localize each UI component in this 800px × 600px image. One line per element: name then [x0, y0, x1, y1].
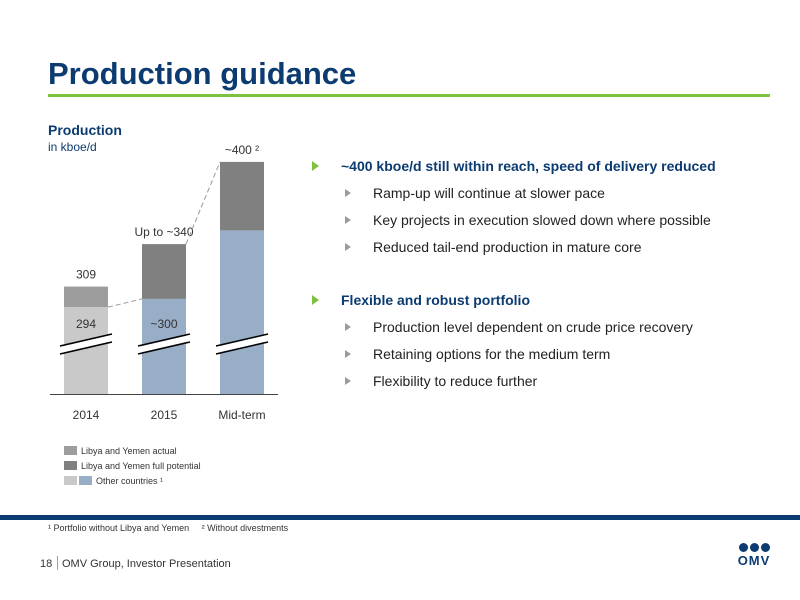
- axis-break-mark: [137, 341, 191, 355]
- bar-total-label: ~400 ²: [225, 143, 259, 157]
- x-tick-label: Mid-term: [218, 408, 265, 422]
- legend-label: Other countries ¹: [96, 476, 163, 486]
- bullet-main: Flexible and robust portfolio: [312, 291, 772, 309]
- sub-bullet-text: Production level dependent on crude pric…: [373, 319, 693, 335]
- footer-separator: [57, 556, 58, 570]
- gray-triangle-icon: [345, 243, 351, 251]
- page-title: Production guidance: [48, 56, 357, 91]
- legend-swatch-other-2014: [64, 476, 77, 485]
- legend-swatch-libya-actual: [64, 446, 77, 455]
- logo-text: OMV: [737, 553, 771, 568]
- production-chart: 2014 309 294 2015 Up to ~340 ~300 Mid-term ~400…: [50, 143, 278, 486]
- sub-bullet: Flexibility to reduce further: [312, 372, 772, 390]
- green-triangle-icon: [312, 295, 319, 305]
- legend-swatch-libya-potential: [64, 461, 77, 470]
- footnote-1: ¹ Portfolio without Libya and Yemen: [48, 523, 190, 533]
- axis-break-mark: [215, 341, 269, 355]
- bullet-list: ~400 kboe/d still within reach, speed of…: [312, 157, 772, 399]
- sub-bullet: Key projects in execution slowed down wh…: [312, 211, 772, 229]
- footnotes: ¹ Portfolio without Libya and Yemen ² Wi…: [48, 523, 298, 533]
- chart-unit: in kboe/d: [48, 140, 97, 154]
- sub-bullet: Reduced tail-end production in mature co…: [312, 238, 772, 256]
- footnote-2: ² Without divestments: [201, 523, 289, 533]
- connector-dashed: [107, 298, 143, 308]
- legend-label: Libya and Yemen actual: [81, 446, 177, 456]
- x-tick-label: 2015: [151, 408, 178, 422]
- axis-break-mark: [59, 333, 113, 347]
- sub-bullet-text: Retaining options for the medium term: [373, 346, 611, 362]
- gray-triangle-icon: [345, 216, 351, 224]
- bar-total-label: 309: [76, 268, 96, 282]
- axis-break-mark: [215, 333, 269, 347]
- bar-libya-yemen-potential: [220, 161, 264, 231]
- bullet-text: ~400 kboe/d still within reach, speed of…: [341, 158, 716, 174]
- sub-bullet: Retaining options for the medium term: [312, 345, 772, 363]
- footer-text: OMV Group, Investor Presentation: [62, 558, 231, 570]
- bar-libya-yemen-potential: [142, 244, 186, 299]
- axis-break-mark: [137, 333, 191, 347]
- bar-other-countries: [220, 230, 264, 394]
- bullet-main: ~400 kboe/d still within reach, speed of…: [312, 157, 772, 175]
- sub-bullet-text: Flexibility to reduce further: [373, 373, 538, 389]
- bullet-text: Flexible and robust portfolio: [341, 292, 530, 308]
- gray-triangle-icon: [345, 377, 351, 385]
- green-triangle-icon: [312, 161, 319, 171]
- connector-dashed: [185, 161, 221, 245]
- bar-inner-label: 294: [76, 317, 96, 331]
- footer-bar: [0, 515, 800, 520]
- title-underline: [48, 94, 770, 97]
- axis-break-gap: [137, 335, 191, 353]
- sub-bullet: Ramp-up will continue at slower pace: [312, 184, 772, 202]
- sub-bullet-text: Reduced tail-end production in mature co…: [373, 239, 642, 255]
- logo-mark-icon: [734, 543, 774, 552]
- sub-bullet-text: Ramp-up will continue at slower pace: [373, 185, 605, 201]
- sub-bullet-text: Key projects in execution slowed down wh…: [373, 212, 711, 228]
- x-tick-label: 2014: [73, 408, 100, 422]
- chart-title: Production: [48, 122, 122, 138]
- gray-triangle-icon: [345, 323, 351, 331]
- axis-break-mark: [59, 341, 113, 355]
- sub-bullet: Production level dependent on crude pric…: [312, 318, 772, 336]
- bar-other-countries: [64, 307, 108, 394]
- gray-triangle-icon: [345, 189, 351, 197]
- legend-label: Libya and Yemen full potential: [81, 461, 201, 471]
- omv-logo: OMV: [734, 543, 774, 571]
- axis-break-gap: [59, 335, 113, 353]
- axis-break-gap: [215, 335, 269, 353]
- gray-triangle-icon: [345, 350, 351, 358]
- legend-swatch-other-blue: [79, 476, 92, 485]
- bar-libya-yemen-actual: [64, 286, 108, 308]
- bar-total-label: Up to ~340: [134, 225, 193, 239]
- page-number: 18: [40, 558, 53, 570]
- bar-inner-label: ~300: [150, 317, 177, 331]
